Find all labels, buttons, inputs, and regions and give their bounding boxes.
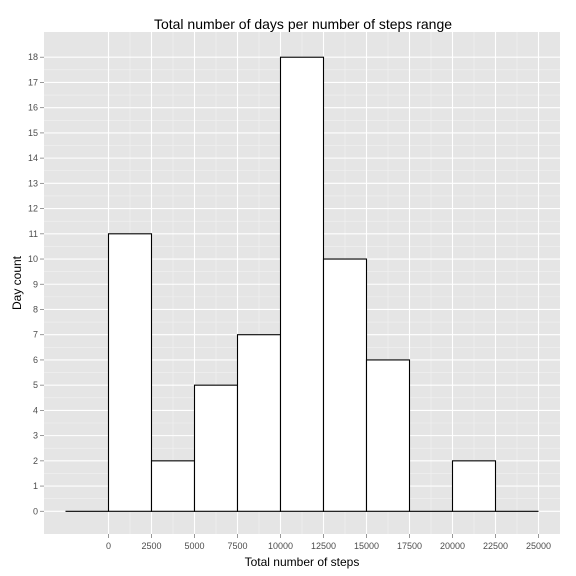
y-tick-label: 7 — [33, 330, 38, 340]
y-tick-label: 0 — [33, 506, 38, 516]
x-tick-label: 2500 — [141, 541, 161, 551]
y-tick-label: 13 — [28, 178, 38, 188]
x-tick-label: 7500 — [227, 541, 247, 551]
histogram-bar — [150, 460, 196, 512]
x-tick-label: 5000 — [184, 541, 204, 551]
y-tick-label: 4 — [33, 405, 38, 415]
y-tick-label: 1 — [33, 481, 38, 491]
y-tick-label: 14 — [28, 153, 38, 163]
histogram-bars — [65, 56, 539, 512]
x-tick-label: 0 — [106, 541, 111, 551]
histogram-bar — [279, 56, 325, 512]
chart-title: Total number of days per number of steps… — [154, 16, 452, 32]
x-axis-title: Total number of steps — [245, 555, 360, 569]
histogram-bar — [451, 460, 497, 512]
y-tick-label: 17 — [28, 77, 38, 87]
y-tick-label: 6 — [33, 355, 38, 365]
histogram-bar — [322, 258, 368, 512]
y-tick-label: 18 — [28, 52, 38, 62]
x-tick-label: 20000 — [440, 541, 465, 551]
y-tick-label: 12 — [28, 204, 38, 214]
x-tick-label: 25000 — [526, 541, 551, 551]
y-tick-label: 2 — [33, 456, 38, 466]
histogram-bar — [236, 334, 282, 512]
y-tick-label: 16 — [28, 103, 38, 113]
y-tick-label: 5 — [33, 380, 38, 390]
y-tick-label: 11 — [29, 229, 38, 239]
histogram-bar — [193, 384, 239, 512]
y-tick-label: 9 — [33, 279, 38, 289]
y-tick-label: 10 — [28, 254, 38, 264]
y-tick-label: 8 — [33, 304, 38, 314]
histogram-bar — [107, 233, 153, 512]
y-tick-label: 3 — [33, 431, 38, 441]
x-tick-label: 17500 — [397, 541, 422, 551]
y-tick-label: 15 — [28, 128, 38, 138]
x-tick-label: 10000 — [268, 541, 293, 551]
x-tick-label: 15000 — [354, 541, 379, 551]
histogram-bar — [365, 359, 411, 512]
x-tick-label: 12500 — [311, 541, 336, 551]
y-axis-title: Day count — [10, 255, 24, 310]
x-axis: 0 2500 5000 7500 10000 12500 15000 17500 20000 22… — [106, 534, 551, 551]
x-tick-label: 22500 — [483, 541, 508, 551]
